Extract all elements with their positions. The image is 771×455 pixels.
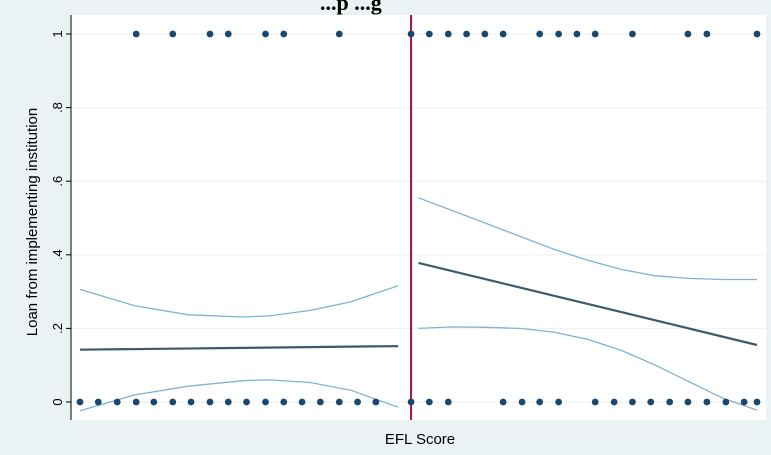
data-point (629, 398, 636, 406)
y-tick-label: 1 (50, 30, 65, 37)
data-point (243, 398, 250, 406)
chart-title: ...p ...g (320, 0, 382, 15)
data-point (206, 398, 214, 406)
data-point (753, 30, 761, 38)
data-point (94, 398, 102, 406)
data-point (187, 398, 195, 406)
ci-line-right-lower (418, 326, 758, 411)
data-point (647, 398, 655, 406)
data-point (316, 398, 324, 406)
data-point (518, 398, 526, 406)
data-point (425, 30, 433, 38)
y-axis-title: Loan from implementing institution (24, 108, 41, 336)
data-point (425, 398, 433, 406)
y-tick-label: 0 (50, 398, 65, 405)
data-point (407, 398, 415, 406)
data-point (280, 30, 288, 38)
data-point (703, 30, 711, 38)
y-tick-label: .8 (50, 102, 65, 113)
fit-line-right (418, 261, 758, 347)
y-tick-label: .6 (50, 176, 65, 187)
ci-line-left-upper (79, 285, 399, 318)
data-point (224, 398, 232, 406)
data-point (629, 30, 636, 38)
data-point (573, 30, 581, 38)
data-point (132, 30, 140, 38)
data-point (536, 398, 544, 406)
data-point (740, 398, 748, 406)
data-point (499, 30, 507, 38)
data-point (703, 398, 711, 406)
data-point (262, 398, 269, 406)
data-point (444, 30, 452, 38)
data-point (610, 398, 618, 406)
x-axis-title: EFL Score (385, 431, 455, 448)
data-point (591, 398, 599, 406)
data-point (444, 398, 452, 406)
y-tick-label: .4 (50, 249, 65, 260)
y-axis: 0 .2 .4 .6 .8 1 (50, 15, 72, 420)
data-point (481, 30, 489, 38)
data-point (555, 30, 563, 38)
data-point (407, 30, 415, 38)
data-point (169, 398, 177, 406)
fit-lines (79, 197, 758, 412)
data-point (335, 398, 343, 406)
data-point (684, 398, 692, 406)
data-point (206, 30, 214, 38)
data-point (536, 30, 544, 38)
data-point (280, 398, 288, 406)
data-points (76, 30, 761, 406)
data-point (372, 398, 380, 406)
data-point (169, 30, 177, 38)
data-point (722, 398, 730, 406)
data-point (463, 30, 470, 38)
data-point (113, 398, 121, 406)
data-point (555, 398, 563, 406)
data-point (335, 30, 343, 38)
data-point (298, 398, 306, 406)
data-point (684, 30, 692, 38)
ci-line-right-upper (418, 197, 757, 281)
y-tick-label: .2 (50, 323, 65, 334)
data-point (76, 398, 84, 406)
data-point (224, 30, 232, 38)
data-point (262, 30, 269, 38)
ci-line-left-lower (79, 379, 399, 412)
data-point (132, 398, 140, 406)
data-point (150, 398, 158, 406)
fit-line-left (79, 345, 399, 351)
data-point (666, 398, 674, 406)
plot-area (71, 15, 766, 420)
data-point (499, 398, 507, 406)
data-point (354, 398, 361, 406)
data-point (753, 398, 761, 406)
data-point (591, 30, 599, 38)
